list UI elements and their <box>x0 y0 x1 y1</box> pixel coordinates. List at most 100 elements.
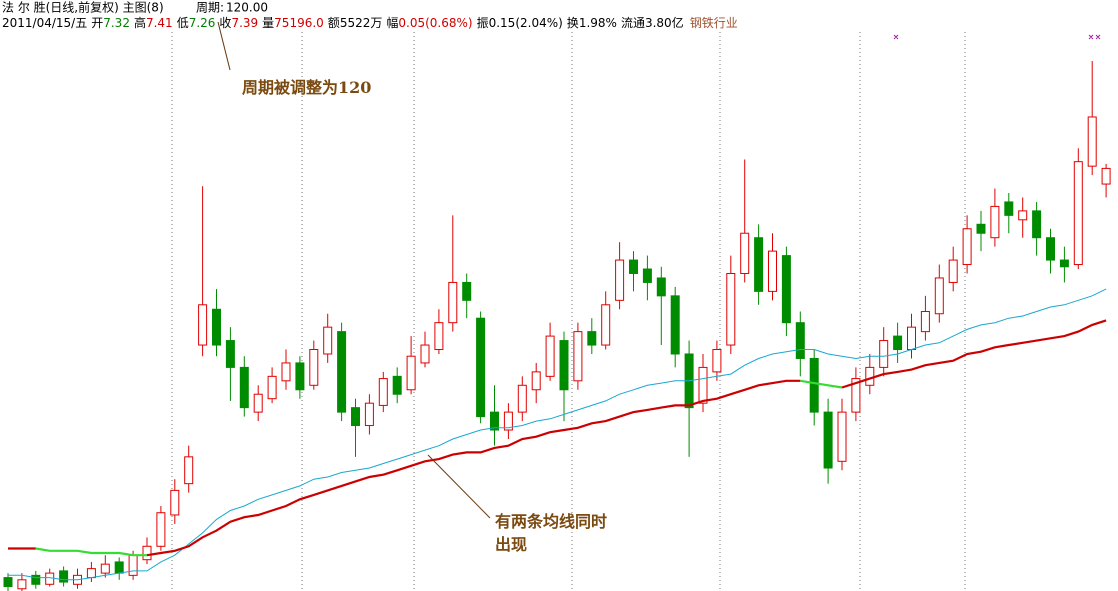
candle-body <box>156 512 166 547</box>
candle-body <box>184 456 194 485</box>
candle-body <box>420 344 430 364</box>
candle-body <box>198 304 208 346</box>
candle-body <box>781 255 791 324</box>
quote-label: 额 <box>328 16 340 30</box>
candle-body <box>323 326 333 355</box>
candle-body <box>142 545 152 561</box>
candle-body <box>337 331 347 413</box>
candle-body <box>86 568 96 579</box>
candle-body <box>809 357 819 413</box>
candle-body <box>364 402 374 427</box>
candle-body <box>490 411 499 431</box>
candle-body <box>281 362 291 382</box>
moving-average <box>8 288 1107 581</box>
moving-average <box>800 379 843 389</box>
candle-body <box>406 355 416 391</box>
candle-body <box>976 223 986 234</box>
candle-body <box>795 322 805 359</box>
quote-label: 收 <box>219 16 231 30</box>
candle-body <box>476 317 486 418</box>
quote-label: 量 <box>262 16 274 30</box>
candle-body <box>517 384 527 413</box>
candle-body <box>934 277 944 315</box>
candle-body <box>253 393 263 413</box>
candle-body <box>768 250 777 292</box>
quote-value: 7.26 <box>189 16 216 30</box>
annotation: 有两条均线同时 <box>495 512 607 531</box>
candle-body <box>629 259 638 274</box>
quote-value: 1.98% <box>579 16 617 30</box>
moving-average <box>841 319 1107 389</box>
quote-value: 7.32 <box>103 16 130 30</box>
candle-body <box>114 561 124 574</box>
candle-body <box>31 574 41 585</box>
candle-body <box>907 326 916 351</box>
quote-label: 高 <box>134 15 146 30</box>
candle-body <box>712 349 722 373</box>
candle-body <box>879 340 889 368</box>
candle-body <box>865 366 875 386</box>
candle-body <box>503 411 513 431</box>
candle-body <box>59 570 69 583</box>
candle-body <box>642 268 652 283</box>
candle-body <box>920 311 930 333</box>
candle-body <box>378 378 388 406</box>
quote-label: 换 <box>567 16 579 30</box>
candle-body <box>212 308 221 346</box>
candle-body <box>128 554 138 576</box>
candle-body <box>837 411 847 462</box>
title: 法 尔 胜(日线,前复权) 主图(8) <box>2 0 164 15</box>
candle-body <box>225 340 235 368</box>
candle-body <box>392 375 402 395</box>
candle-body <box>170 489 180 516</box>
industry: 钢铁行业 <box>690 16 738 30</box>
quote-value: 0.05(0.68%) <box>398 16 472 30</box>
annotation-pointer <box>217 21 231 71</box>
moving-average <box>35 547 147 557</box>
candle-body <box>1073 161 1083 266</box>
candle-body <box>990 205 1000 239</box>
candle-body <box>754 237 764 292</box>
candle-body <box>587 331 597 346</box>
candle-body <box>1101 167 1111 185</box>
date: 2011/04/15/五 <box>2 16 87 30</box>
candle-body <box>351 407 360 427</box>
quote-label: 流通 <box>621 16 645 30</box>
quote-value: 75196.0 <box>274 16 324 30</box>
candle-body <box>948 259 958 283</box>
candle-body <box>45 572 55 585</box>
candle-body <box>823 411 833 469</box>
annotation: 出现 <box>495 535 527 554</box>
quote-label: 振 <box>477 16 489 30</box>
candle-body <box>1004 201 1014 216</box>
quote-value: 7.41 <box>146 16 173 30</box>
candle-body <box>1046 237 1055 261</box>
candle-body <box>851 378 861 413</box>
candle-body <box>295 362 305 391</box>
quote-value: 0.15(2.04%) <box>489 16 563 30</box>
quote-value: 5522万 <box>340 16 383 30</box>
candle-body <box>100 563 110 574</box>
candle-body <box>462 281 472 301</box>
candle-body <box>1018 210 1028 221</box>
quote-line: 2011/04/15/五 开7.32 高7.41 低7.26 收7.39 量75196.0… <box>2 15 738 30</box>
candle-body <box>1087 116 1097 167</box>
quote-label: 低 <box>177 16 189 30</box>
quote-label: 开 <box>91 16 103 30</box>
candle-body <box>239 366 249 409</box>
candle-body <box>531 371 541 391</box>
quote-label: 幅 <box>386 15 398 30</box>
candle-body <box>573 331 583 382</box>
candle-body <box>3 577 13 588</box>
candle-body <box>962 228 972 266</box>
marker <box>893 34 1101 40</box>
moving-average <box>146 379 801 557</box>
candle-body <box>434 322 444 351</box>
candle-body <box>656 277 666 297</box>
candle-body <box>726 272 736 346</box>
candle-body <box>740 232 750 274</box>
plot <box>3 61 1111 591</box>
candle-body <box>1032 210 1042 239</box>
